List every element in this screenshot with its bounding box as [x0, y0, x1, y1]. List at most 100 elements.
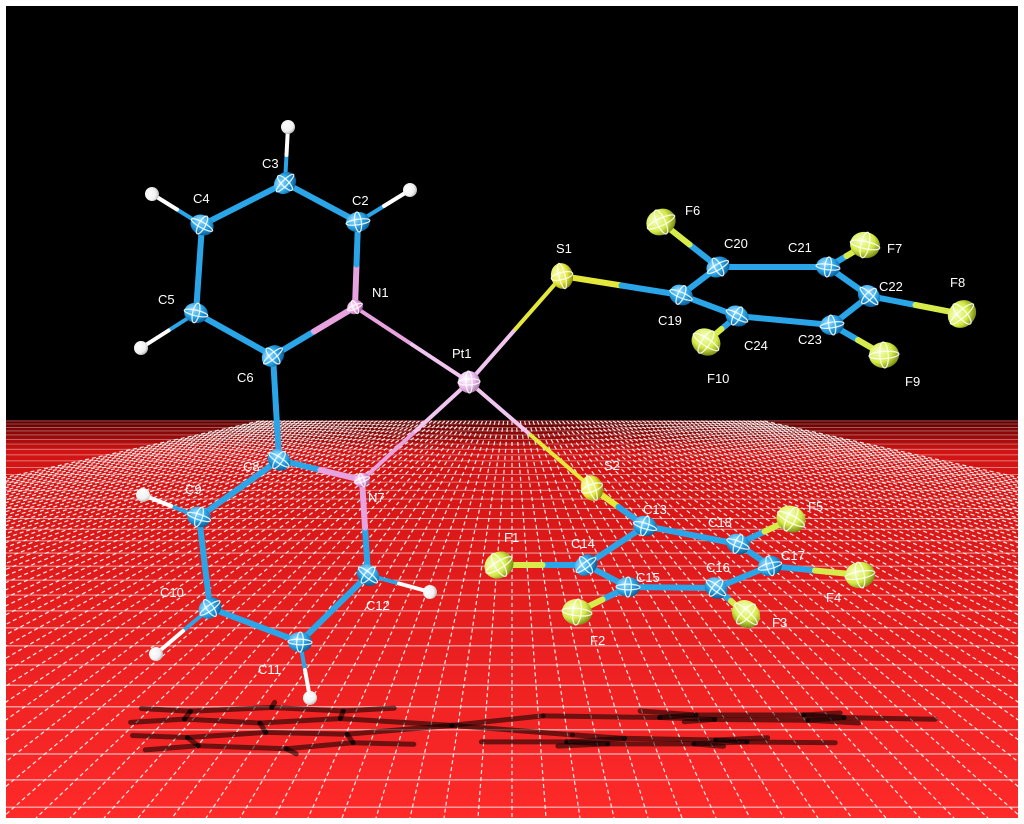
atom-f9	[868, 341, 900, 369]
atom-ellipsoid	[616, 576, 640, 598]
shadow-bond	[449, 722, 576, 738]
grid-line	[477, 420, 509, 819]
atom-ellipsoid	[145, 187, 159, 201]
principal-axis-ring	[353, 211, 363, 233]
grid-line	[0, 420, 420, 676]
principal-axis-ring	[265, 347, 281, 365]
atom-c11	[287, 631, 313, 653]
principal-axis-ring	[765, 555, 775, 577]
grid-line	[743, 420, 1024, 490]
principal-axis-ring	[849, 239, 881, 251]
principal-axis-ring	[952, 303, 972, 325]
grid-line	[717, 420, 1024, 505]
grid-line	[443, 420, 505, 819]
bond-Pt1-S2	[467, 380, 533, 437]
atom-label-c13: C13	[643, 502, 667, 517]
grid-line	[273, 420, 484, 819]
grid-line	[570, 420, 989, 819]
principal-axis-ring	[823, 256, 833, 278]
atom-pt1	[457, 370, 481, 394]
principal-axis-ring	[287, 638, 313, 646]
grid-line	[409, 420, 500, 819]
shadow-bond	[344, 722, 455, 737]
atom-c24	[725, 305, 749, 327]
grid-line	[0, 420, 349, 541]
atom-f6	[646, 208, 676, 236]
atom-ellipsoid	[423, 585, 437, 599]
atom-ellipsoid	[633, 515, 657, 537]
grid-line	[637, 420, 1024, 594]
atom-c9	[186, 506, 212, 528]
atom-label-c24: C24	[744, 338, 768, 353]
label-layer: C3 C2 C4 N1 C5 C6 Pt1 C8 N7 C9 C10 C11 C12 S1 C19 C20 C2…	[158, 156, 965, 677]
grid-line	[671, 420, 1024, 546]
shadow-bond	[712, 716, 811, 723]
principal-axis-ring	[272, 450, 286, 470]
principal-axis-ring	[345, 218, 371, 226]
atom-label-f3: F3	[772, 615, 787, 630]
atom-n1	[346, 299, 364, 315]
grid-line	[625, 420, 1024, 619]
shadow-bond	[195, 743, 289, 752]
principal-axis-ring	[268, 452, 290, 468]
principal-axis-ring	[706, 259, 730, 275]
bond-N7-Pt1	[360, 429, 418, 482]
atom-ellipsoid	[845, 561, 875, 589]
principal-axis-ring	[732, 533, 744, 555]
principal-axis-ring	[183, 308, 209, 318]
shadow-bond	[340, 705, 397, 714]
principal-axis-ring	[646, 214, 676, 230]
molecule-shadow	[128, 699, 938, 757]
atom-label-c18: C18	[708, 515, 732, 530]
principal-axis-ring	[623, 576, 633, 598]
grid-line	[0, 420, 361, 556]
principal-axis-ring	[346, 302, 364, 312]
atom-h9	[136, 488, 150, 502]
grid-line	[591, 420, 1024, 725]
atom-c5	[183, 302, 209, 324]
grid-line	[0, 420, 446, 793]
shadow-bond	[283, 740, 356, 752]
grid-line	[574, 420, 1023, 819]
atom-h3	[281, 120, 295, 134]
atom-label-f10: F10	[707, 371, 729, 386]
principal-axis-ring	[571, 598, 583, 626]
principal-axis-ring	[640, 515, 650, 537]
principal-axis-ring	[353, 476, 371, 484]
atom-ellipsoid	[136, 488, 150, 502]
grid-line	[557, 420, 887, 819]
principal-axis-ring	[725, 309, 749, 323]
principal-axis-ring	[457, 378, 481, 386]
shadow-bond	[841, 715, 938, 722]
atom-c18	[726, 533, 750, 555]
atom-n7	[353, 472, 371, 488]
atom-ellipsoid	[261, 345, 285, 367]
atom-ellipsoid	[288, 631, 312, 653]
principal-axis-ring	[815, 263, 841, 271]
atom-ellipsoid	[303, 691, 317, 705]
atom-label-f4: F4	[826, 590, 841, 605]
shadow-bond	[283, 746, 299, 757]
shadow-bond	[181, 716, 263, 726]
grid-line	[663, 420, 1024, 556]
principal-axis-ring	[854, 561, 866, 589]
grid-line	[578, 420, 1024, 793]
shadow-bond	[269, 699, 278, 710]
principal-axis-ring	[949, 303, 975, 325]
atom-label-f9: F9	[905, 374, 920, 389]
atom-f3	[731, 600, 761, 628]
grid-line	[532, 420, 683, 819]
principal-axis-ring	[819, 321, 845, 329]
atom-f4	[844, 561, 876, 589]
grid-line	[0, 420, 311, 508]
principal-axis-ring	[202, 598, 218, 618]
shadow-bond	[187, 704, 275, 714]
grid-line	[713, 420, 1024, 508]
atom-ellipsoid	[273, 171, 297, 195]
grid-line	[0, 420, 366, 561]
bond-N7-Pt1	[413, 380, 471, 433]
principal-axis-ring	[199, 600, 221, 616]
atom-ellipsoid	[550, 263, 574, 289]
grid-line	[658, 420, 1024, 561]
